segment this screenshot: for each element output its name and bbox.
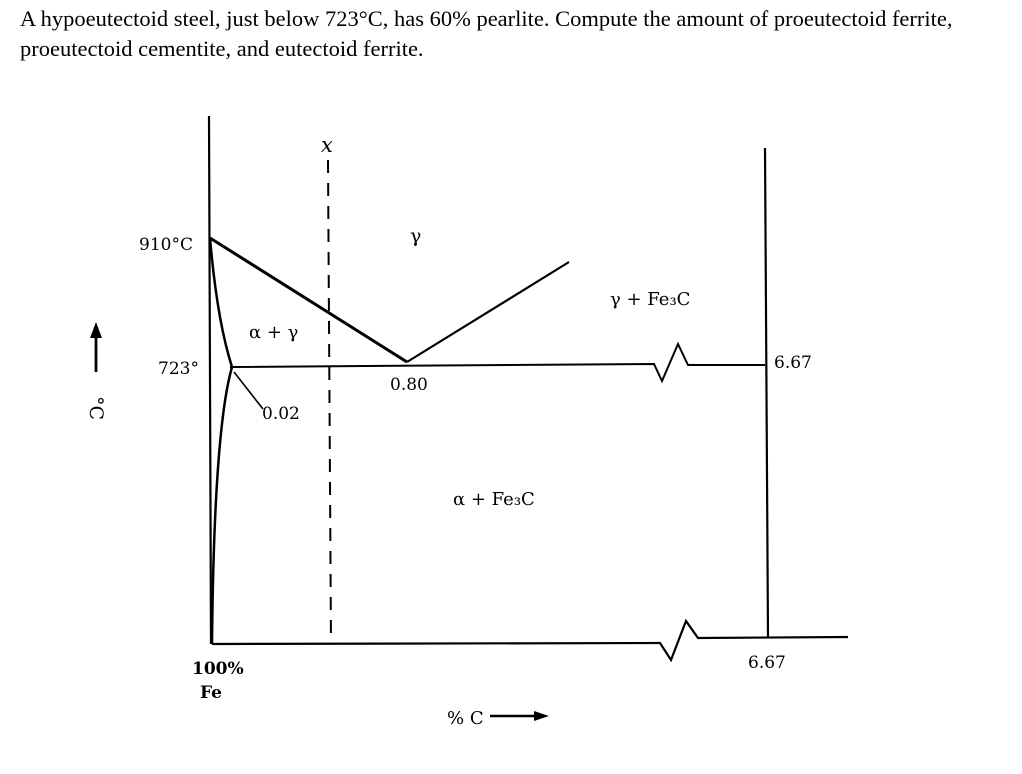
carbon-arrow-icon — [534, 711, 549, 721]
eutectoid-line — [229, 341, 765, 384]
alpha-gamma-phase-label: α + γ — [249, 322, 298, 343]
alpha-fe3c-phase-label: α + Fe₃C — [453, 489, 535, 510]
acm-line — [406, 261, 570, 363]
alpha-boundary-upper — [208, 237, 234, 368]
composition-080-label: 0.80 — [390, 375, 428, 395]
gamma-fe3c-phase-label: γ + Fe₃C — [610, 289, 690, 310]
a3-line — [209, 236, 408, 364]
origin-fe-label: Fe — [200, 683, 222, 703]
origin-percent-label: 100% — [192, 659, 244, 679]
cementite-line — [763, 147, 770, 639]
temperature-axis-label: °C — [85, 396, 107, 420]
base-line — [211, 618, 849, 663]
composition-002-label: 0.02 — [262, 404, 300, 424]
problem-statement: A hypoeutectoid steel, just below 723°C,… — [20, 6, 953, 61]
composition-667-lower-label: 6.67 — [748, 653, 786, 673]
temp-910-label: 910°C — [139, 235, 193, 255]
x-line-label: x — [321, 133, 333, 157]
x-composition-dashed-line — [327, 159, 332, 645]
gamma-phase-label: γ — [410, 225, 421, 247]
alpha-solvus-curve — [210, 366, 234, 645]
temp-723-label: 723° — [158, 359, 199, 379]
temperature-arrow-icon — [90, 322, 102, 338]
composition-667-upper-label: 6.67 — [774, 353, 812, 373]
leader-line-002 — [233, 371, 264, 410]
carbon-axis-label: % C — [447, 708, 484, 729]
fe-axis-line — [207, 115, 213, 645]
